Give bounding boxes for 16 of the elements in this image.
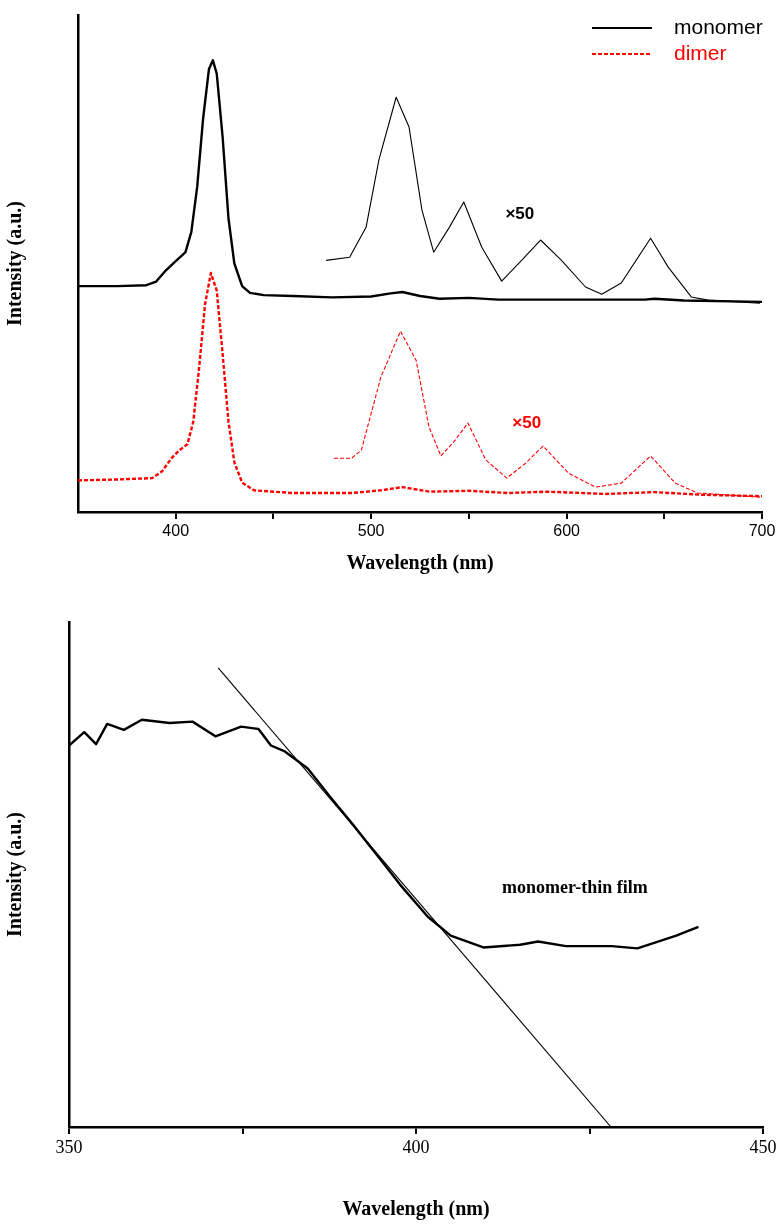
x-axis-title: Wavelength (nm) (346, 551, 494, 575)
x-tick-label: 400 (162, 522, 190, 540)
x-tick-label: 450 (749, 1136, 777, 1157)
legend-label: dimer (674, 40, 727, 64)
series-label: ×50 (512, 412, 542, 432)
x-tick-label: 350 (55, 1136, 83, 1157)
text: monomer-thin film (502, 876, 648, 897)
x-tick-label: 700 (748, 522, 776, 540)
x-tick-label: 500 (357, 522, 385, 540)
series-label: ×50 (505, 204, 535, 224)
y-axis-title: Intensity (a.u.) (3, 811, 27, 938)
y-axis-title: Intensity (a.u.) (3, 200, 27, 327)
legend-label: monomer (674, 14, 763, 38)
x-tick-label: 600 (553, 522, 581, 540)
x-axis-title: Wavelength (nm) (342, 1197, 490, 1221)
x-tick-label: 400 (402, 1136, 430, 1157)
